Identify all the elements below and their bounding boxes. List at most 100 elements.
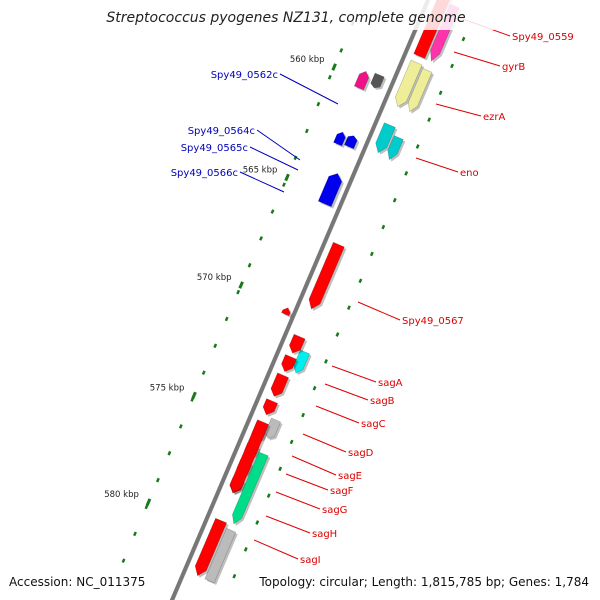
gene-feature-eno[interactable]	[387, 135, 406, 162]
gene-label-spy49_0559[interactable]: Spy49_0559	[512, 32, 574, 43]
gene-label-sagf[interactable]: sagF	[330, 486, 354, 497]
gene-label-spy49_0566c[interactable]: Spy49_0566c	[171, 168, 238, 179]
gene-feature-sagb[interactable]	[289, 333, 308, 356]
minor-tick	[255, 520, 260, 525]
gene-labels: Spy49_0559 gyrB ezrA eno Spy49_0562c Spy49_05…	[171, 32, 574, 566]
leader-line	[324, 383, 369, 401]
major-ticks: 560 kbp 565 kbp 570 kbp 575 kbp 580 kbp	[104, 55, 337, 506]
leader-line	[285, 473, 329, 491]
leader-line	[239, 171, 285, 193]
gene-feature-spy49_0566c[interactable]	[317, 173, 344, 209]
tick-label: 570 kbp	[197, 273, 232, 283]
gene-label-ezra[interactable]: ezrA	[483, 112, 506, 123]
tick-label: 575 kbp	[150, 383, 185, 393]
minor-tick	[270, 209, 275, 214]
minor-tick	[213, 343, 218, 349]
gene-feature-spy49_0567[interactable]	[308, 241, 347, 312]
leader-line	[279, 73, 339, 105]
genome-backbone	[169, 0, 431, 600]
minor-tick	[178, 424, 183, 429]
tick-label: 560 kbp	[290, 55, 325, 65]
gene-label-spy49_0565c[interactable]: Spy49_0565c	[181, 143, 248, 154]
tick-label: 580 kbp	[104, 490, 139, 500]
gene-label-eno[interactable]: eno	[460, 168, 479, 179]
gene-label-spy49_0562c[interactable]: Spy49_0562c	[211, 70, 278, 81]
minor-tick	[133, 531, 137, 537]
minor-tick	[346, 305, 351, 310]
gene-label-spy49_0564c[interactable]: Spy49_0564c	[188, 126, 255, 137]
leader-line	[275, 491, 321, 510]
minor-tick	[327, 74, 332, 80]
gene-label-sagh[interactable]: sagH	[312, 529, 337, 540]
leader-line	[453, 51, 501, 67]
gene-feature-sagd[interactable]	[204, 527, 238, 585]
gene-label-sagg[interactable]: sagG	[322, 505, 347, 516]
label-leaders	[239, 17, 511, 560]
major-tick	[238, 281, 244, 289]
gene-label-sagc[interactable]: sagC	[361, 419, 386, 430]
minor-tick	[282, 182, 286, 188]
minor-tick	[201, 370, 206, 376]
minor-tick	[427, 117, 432, 122]
leader-line	[415, 157, 459, 173]
leader-line	[302, 433, 347, 453]
gene-label-saga[interactable]: sagA	[378, 378, 403, 389]
gene-label-gyrb[interactable]: gyrB	[502, 62, 525, 73]
major-tick	[331, 63, 337, 71]
leader-line	[265, 515, 311, 534]
minor-tick	[358, 278, 363, 284]
minor-tick	[316, 101, 321, 107]
minor-tick	[312, 385, 317, 391]
minor-tick	[335, 332, 340, 337]
leader-line	[357, 301, 401, 321]
leader-line	[256, 129, 301, 161]
minor-tick	[155, 477, 160, 483]
accession-text: Accession: NC_011375	[9, 575, 145, 589]
gene-feature-ezra[interactable]	[395, 59, 425, 109]
gene-label-sagd[interactable]: sagD	[348, 448, 374, 459]
gene-feature-sagg[interactable]	[230, 419, 271, 495]
minor-tick	[438, 90, 443, 96]
major-tick	[145, 498, 152, 506]
minor-tick	[224, 316, 229, 322]
gene-label-sagb[interactable]: sagB	[370, 396, 395, 407]
minor-tick	[243, 547, 248, 552]
minor-tick	[278, 466, 283, 472]
gene-feature-sagi[interactable]	[194, 517, 229, 578]
gene-feature-sagh[interactable]	[232, 451, 271, 526]
minor-tick	[121, 558, 126, 564]
gene-label-spy49_0567[interactable]: Spy49_0567	[402, 316, 464, 327]
gene-label-sage[interactable]: sagE	[338, 471, 362, 482]
genome-title: Streptococcus pyogenes NZ131, complete g…	[106, 10, 465, 26]
minor-tick	[369, 251, 374, 257]
minor-tick	[167, 450, 172, 456]
gene-feature-spy49_0567[interactable]	[281, 307, 293, 318]
gene-feature-spy49_0565c[interactable]	[344, 135, 360, 151]
minor-tick	[415, 144, 420, 149]
leader-line	[331, 365, 377, 383]
gene-feature-spy49_0564c[interactable]	[353, 71, 371, 92]
leader-line	[249, 146, 299, 171]
gene-feature-sage[interactable]	[262, 398, 280, 417]
minor-tick	[392, 197, 397, 203]
gene-feature-spy49_0565c[interactable]	[333, 131, 348, 148]
leader-line	[315, 405, 360, 424]
minor-tick	[247, 262, 252, 268]
gene-feature-sagd[interactable]	[264, 417, 283, 441]
leader-line	[253, 539, 299, 560]
gene-feature-sagd[interactable]	[270, 372, 291, 399]
tick-label: 565 kbp	[243, 165, 278, 175]
minor-tick	[236, 289, 241, 295]
minor-tick	[266, 493, 271, 498]
gene-label-sagi[interactable]: sagI	[300, 555, 321, 566]
gene-feature-spy49_0562c[interactable]	[370, 72, 387, 90]
leader-line	[291, 455, 337, 476]
major-tick	[191, 391, 197, 400]
minor-tick	[301, 412, 306, 418]
gene-feature-ezra[interactable]	[407, 68, 434, 114]
gene-feature-sagc[interactable]	[281, 354, 299, 374]
minor-tick	[232, 573, 237, 579]
gene-feature-eno[interactable]	[375, 122, 398, 155]
minor-tick	[304, 128, 309, 134]
